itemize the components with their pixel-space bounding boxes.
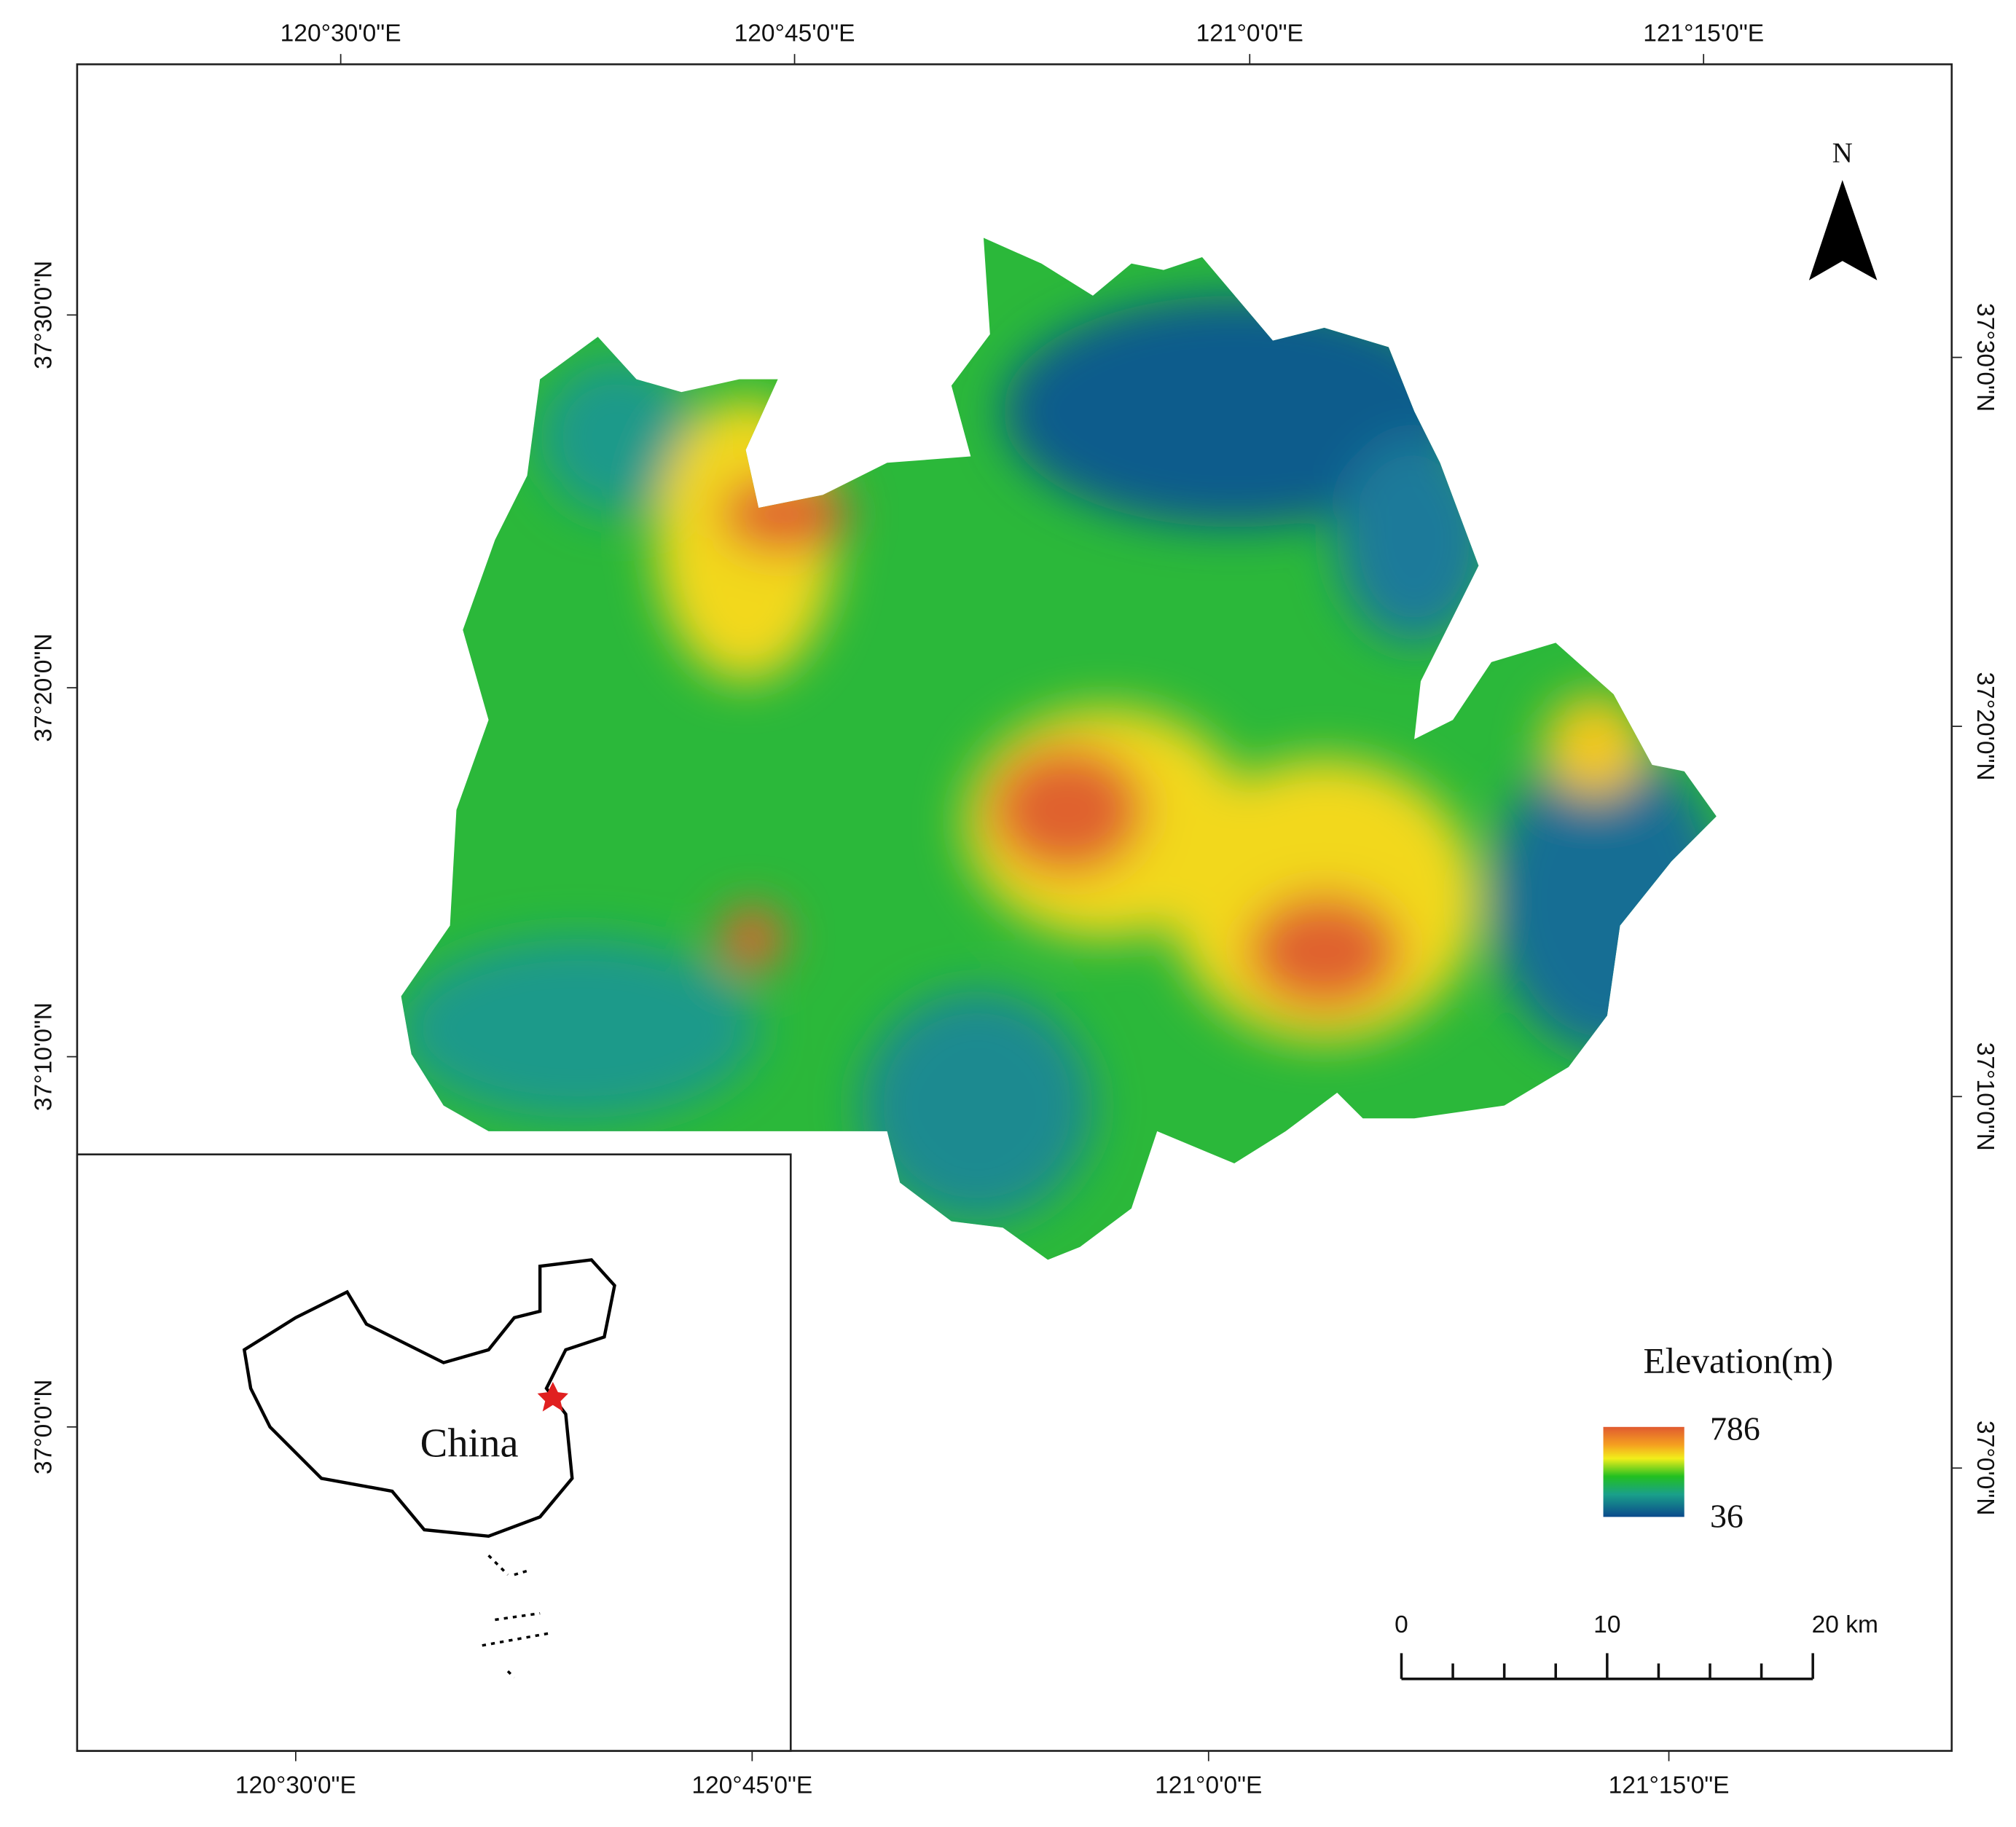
north-arrow — [1808, 180, 1878, 280]
right-label: 37°30'0"N — [1972, 303, 1999, 412]
north-label: N — [1832, 137, 1853, 168]
top-label: 121°15'0"E — [1643, 20, 1764, 47]
right-label: 37°10'0"N — [1972, 1042, 1999, 1151]
top-label: 120°45'0"E — [734, 20, 855, 47]
china-outline — [242, 1258, 616, 1539]
elevation-raster — [401, 237, 1717, 1260]
legend-max: 786 — [1710, 1410, 1760, 1447]
map-frame — [76, 63, 1953, 1752]
right-label: 37°0'0"N — [1972, 1421, 1999, 1515]
scale-bar — [1400, 1653, 1814, 1681]
bottom-label: 121°15'0"E — [1609, 1772, 1730, 1799]
left-label: 37°0'0"N — [31, 1380, 58, 1474]
right-label: 37°20'0"N — [1972, 672, 1999, 781]
legend-min: 36 — [1710, 1497, 1744, 1534]
bottom-label: 120°30'0"E — [235, 1772, 356, 1799]
location-star — [537, 1382, 568, 1412]
scale-label: 10 — [1593, 1611, 1620, 1638]
legend-title: Elevation(m) — [1643, 1341, 1833, 1381]
scale-label: 20 km — [1812, 1611, 1878, 1638]
left-label: 37°20'0"N — [31, 634, 58, 742]
bottom-label: 121°0'0"E — [1155, 1772, 1262, 1799]
graticule-labels: 120°30'0"E 120°45'0"E 121°0'0"E 121°15'0"E 1… — [31, 20, 1999, 1799]
legend-ramp — [1603, 1426, 1684, 1517]
top-label: 121°0'0"E — [1196, 20, 1303, 47]
scale-label: 0 — [1395, 1611, 1408, 1638]
left-label: 37°30'0"N — [31, 261, 58, 369]
bottom-label: 120°45'0"E — [691, 1772, 812, 1799]
inset-label: China — [420, 1421, 519, 1466]
top-label: 120°30'0"E — [281, 20, 401, 47]
left-label: 37°10'0"N — [31, 1002, 58, 1111]
